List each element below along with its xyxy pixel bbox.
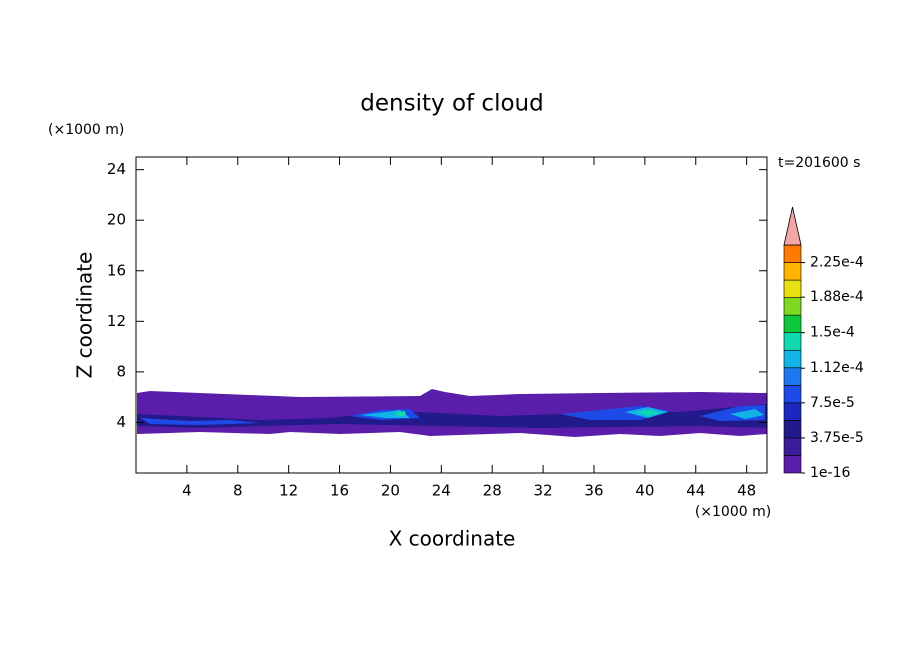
colorbar-tick-label: 1.5e-4 [810,325,855,341]
colorbar-band [783,314,802,333]
y-axis-label: Z coordinate [73,252,97,379]
colorbar-tick-label: 1.88e-4 [810,289,864,305]
colorbar-band [783,402,802,421]
x-tick-label: 16 [330,482,349,500]
x-tick-label: 12 [279,482,298,500]
chart-title: density of cloud [360,91,543,117]
plot-frame [135,156,768,474]
time-label: t=201600 s [778,155,860,171]
y-tick-label: 24 [107,160,126,178]
colorbar-tick-label: 7.5e-5 [810,395,855,411]
x-tick-label: 32 [534,482,553,500]
colorbar-tick-label: 1.12e-4 [810,360,864,376]
x-tick-label: 40 [635,482,654,500]
colorbar-tick-label: 1e-16 [810,465,850,481]
x-tick-label: 24 [432,482,451,500]
y-unit: (×1000 m) [48,122,124,138]
x-axis-label: X coordinate [389,527,516,551]
x-tick-label: 20 [381,482,400,500]
x-tick-label: 28 [483,482,502,500]
y-tick-label: 20 [107,211,126,229]
x-tick-label: 4 [182,482,192,500]
colorbar-band [783,349,802,369]
x-tick-label: 8 [233,482,243,500]
colorbar-band [783,385,802,404]
y-tick-label: 4 [116,413,126,431]
colorbar-band [783,437,802,456]
colorbar-overflow [783,206,802,246]
colorbar-band [783,367,802,386]
y-tick-label: 16 [107,261,126,279]
colorbar-band [783,420,802,439]
colorbar-tick-label: 2.25e-4 [810,255,864,271]
colorbar-band [783,279,802,298]
cloud-field [137,389,767,437]
x-tick-label: 48 [737,482,756,500]
x-tick-label: 44 [686,482,705,500]
colorbar-tick-label: 3.75e-5 [810,430,864,446]
colorbar-band [783,455,802,474]
colorbar-band [783,262,802,281]
colorbar-band [783,297,802,316]
colorbar-band [783,332,802,351]
colorbar-band [783,244,802,263]
x-tick-label: 36 [584,482,603,500]
x-unit: (×1000 m) [695,504,771,520]
y-tick-label: 8 [116,362,126,380]
y-tick-label: 12 [107,312,126,330]
